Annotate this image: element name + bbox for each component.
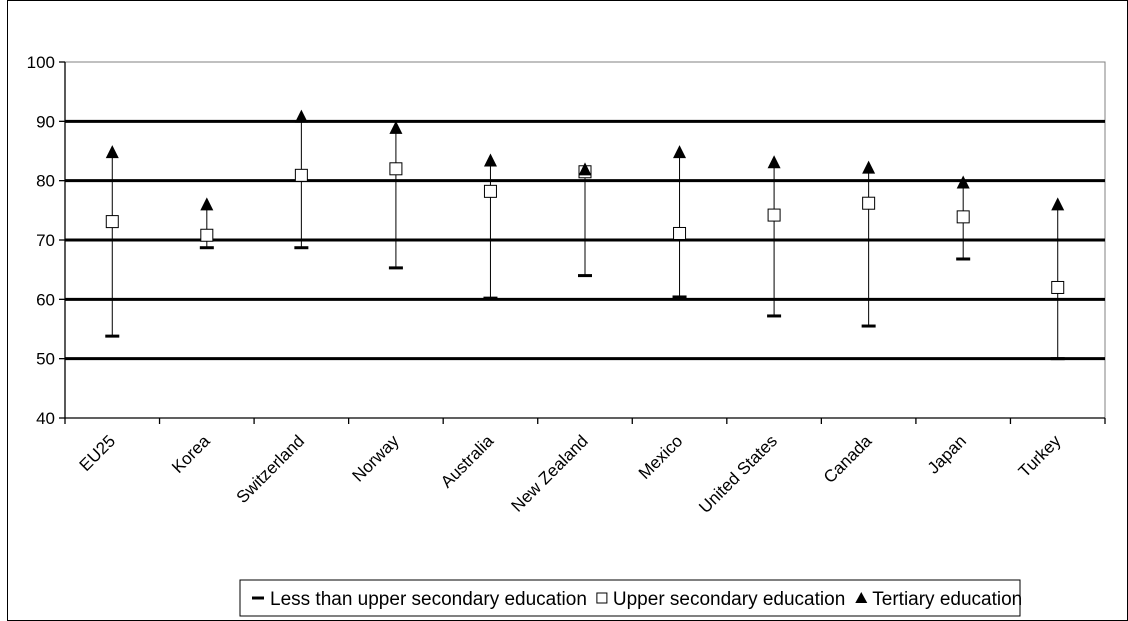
marker-upper-secondary (294, 168, 308, 182)
marker-tertiary (1051, 197, 1065, 211)
marker-tertiary (483, 153, 497, 167)
legend-label-tertiary: Tertiary education (872, 589, 1022, 610)
y-tick-label: 100 (27, 53, 55, 72)
x-tick-label: Korea (168, 431, 214, 477)
x-tick-label: New Zealand (508, 431, 592, 515)
x-tick-label: Japan (924, 431, 970, 477)
marker-less-than-upper-secondary (483, 296, 498, 300)
marker-tertiary (862, 160, 876, 174)
marker-tertiary (294, 109, 308, 123)
legend: Less than upper secondary education Upper… (239, 579, 1022, 617)
marker-less-than-upper-secondary (388, 266, 403, 270)
marker-less-than-upper-secondary (105, 334, 120, 338)
marker-less-than-upper-secondary (767, 314, 782, 318)
marker-tertiary (200, 197, 214, 211)
marker-upper-secondary (767, 208, 781, 222)
marker-upper-secondary (200, 228, 214, 242)
marker-upper-secondary (1051, 280, 1065, 294)
x-axis: EU25 Korea Switzerland Norway Australia New Z… (64, 417, 1106, 517)
marker-less-than-upper-secondary (956, 257, 971, 261)
marker-upper-secondary (389, 162, 403, 176)
legend-box (239, 579, 1021, 617)
marker-tertiary (956, 175, 970, 189)
y-axis: 40 50 60 70 80 90 100 (27, 53, 66, 428)
legend-label-less-than-upper-secondary: Less than upper secondary education (270, 589, 587, 610)
legend-marker-less-than-upper-secondary (252, 596, 264, 600)
marker-less-than-upper-secondary (861, 324, 876, 328)
x-tick-label: Turkey (1015, 431, 1065, 481)
marker-less-than-upper-secondary (199, 246, 214, 250)
x-tick-label: Canada (820, 431, 876, 487)
y-tick-label: 90 (36, 112, 55, 131)
marker-less-than-upper-secondary (672, 295, 687, 299)
marker-upper-secondary (105, 215, 119, 229)
marker-upper-secondary (483, 184, 497, 198)
marker-upper-secondary (956, 210, 970, 224)
marker-less-than-upper-secondary (1050, 357, 1065, 361)
marker-less-than-upper-secondary (294, 246, 309, 250)
marker-upper-secondary (862, 196, 876, 210)
marker-upper-secondary (673, 226, 687, 240)
x-tick-label: Australia (437, 431, 498, 492)
x-tick-label: Switzerland (233, 431, 309, 507)
x-tick-label: EU25 (76, 431, 120, 475)
range-lines (111, 116, 1059, 359)
marker-tertiary (767, 155, 781, 169)
legend-marker-upper-secondary (596, 592, 608, 604)
chart-area (7, 0, 1128, 621)
marker-tertiary (673, 145, 687, 159)
y-tick-label: 70 (36, 231, 55, 250)
x-tick-label: United States (695, 431, 781, 517)
marker-tertiary (578, 162, 592, 176)
marker-tertiary (105, 145, 119, 159)
y-tick-label: 80 (36, 172, 55, 191)
y-tick-label: 40 (36, 409, 55, 428)
x-tick-label: Norway (349, 431, 404, 486)
legend-marker-tertiary (855, 592, 868, 603)
marker-less-than-upper-secondary (578, 274, 592, 278)
x-tick-label: Mexico (635, 431, 687, 483)
markers (105, 109, 1065, 361)
marker-tertiary (389, 120, 403, 134)
legend-label-upper-secondary: Upper secondary education (613, 589, 845, 610)
y-tick-label: 50 (36, 350, 55, 369)
y-tick-label: 60 (36, 290, 55, 309)
